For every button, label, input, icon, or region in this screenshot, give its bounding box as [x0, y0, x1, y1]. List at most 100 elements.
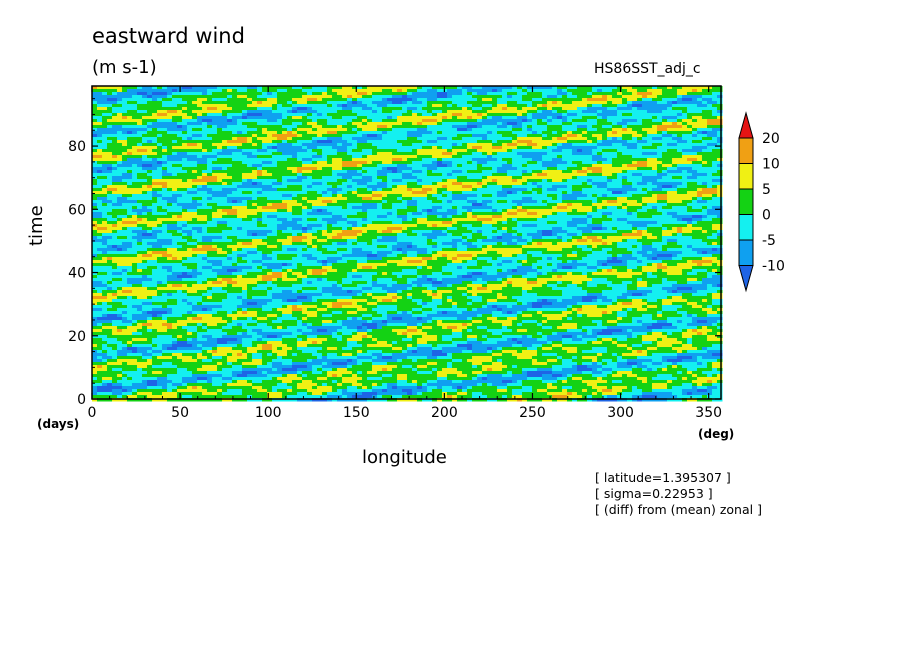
- heatmap-cell: [262, 176, 268, 180]
- heatmap-cell: [497, 182, 503, 186]
- heatmap-cell: [642, 95, 648, 99]
- heatmap-cell: [697, 107, 703, 111]
- heatmap-cell: [152, 152, 158, 156]
- heatmap-cell: [372, 101, 378, 105]
- heatmap-cell: [452, 119, 458, 123]
- heatmap-cell: [532, 155, 538, 159]
- heatmap-cell: [147, 116, 153, 120]
- heatmap-cell: [502, 119, 508, 123]
- heatmap-cell: [112, 152, 118, 156]
- heatmap-cell: [622, 95, 628, 99]
- heatmap-cell: [657, 107, 663, 111]
- heatmap-cell: [527, 158, 533, 162]
- heatmap-cell: [647, 149, 653, 153]
- heatmap-cell: [592, 128, 598, 132]
- heatmap-cell: [197, 152, 203, 156]
- heatmap-cell: [242, 143, 248, 147]
- heatmap-cell: [467, 86, 473, 90]
- heatmap-cell: [452, 140, 458, 144]
- heatmap-cell: [532, 98, 538, 102]
- heatmap-cell: [317, 104, 323, 108]
- heatmap-cell: [357, 170, 363, 174]
- heatmap-cell: [267, 158, 273, 162]
- heatmap-cell: [307, 152, 313, 156]
- heatmap-cell: [477, 125, 483, 129]
- heatmap-cell: [657, 134, 663, 138]
- heatmap-cell: [532, 92, 538, 96]
- heatmap-cell: [342, 185, 348, 189]
- heatmap-cell: [552, 143, 558, 147]
- heatmap-cell: [557, 146, 563, 150]
- heatmap-cell: [132, 137, 138, 141]
- heatmap-cell: [467, 128, 473, 132]
- heatmap-cell: [572, 110, 578, 114]
- heatmap-cell: [317, 197, 323, 201]
- heatmap-cell: [332, 140, 338, 144]
- heatmap-cell: [217, 185, 223, 189]
- heatmap-cell: [612, 92, 618, 96]
- heatmap-cell: [657, 125, 663, 129]
- heatmap-cell: [247, 122, 253, 126]
- heatmap-cell: [357, 197, 363, 201]
- heatmap-cell: [447, 110, 453, 114]
- heatmap-cell: [617, 137, 623, 141]
- heatmap-cell: [447, 149, 453, 153]
- heatmap-cell: [192, 134, 198, 138]
- heatmap-cell: [447, 194, 453, 198]
- heatmap-cell: [367, 107, 373, 111]
- heatmap-cell: [572, 149, 578, 153]
- heatmap-cell: [592, 179, 598, 183]
- heatmap-cell: [582, 140, 588, 144]
- heatmap-cell: [162, 113, 168, 117]
- heatmap-cell: [257, 164, 263, 168]
- heatmap-cell: [447, 104, 453, 108]
- heatmap-cell: [272, 203, 278, 207]
- heatmap-cell: [117, 185, 123, 189]
- heatmap-cell: [182, 164, 188, 168]
- heatmap-cell: [327, 119, 333, 123]
- heatmap-cell: [387, 200, 393, 204]
- heatmap-cell: [402, 143, 408, 147]
- heatmap-cell: [437, 107, 443, 111]
- heatmap-cell: [292, 197, 298, 201]
- heatmap-cell: [172, 158, 178, 162]
- heatmap-cell: [442, 167, 448, 171]
- heatmap-cell: [517, 134, 523, 138]
- heatmap-cell: [222, 104, 228, 108]
- heatmap-cell: [452, 101, 458, 105]
- heatmap-cell: [437, 137, 443, 141]
- heatmap-cell: [177, 128, 183, 132]
- heatmap-cell: [257, 179, 263, 183]
- heatmap-cell: [592, 194, 598, 198]
- heatmap-cell: [647, 161, 653, 165]
- heatmap-cell: [677, 131, 683, 135]
- heatmap-cell: [197, 98, 203, 102]
- heatmap-cell: [617, 200, 623, 204]
- heatmap-cell: [412, 167, 418, 171]
- heatmap-cell: [252, 188, 258, 192]
- chart-units: (m s-1): [92, 57, 157, 78]
- heatmap-cell: [652, 182, 658, 186]
- heatmap-cell: [367, 158, 373, 162]
- heatmap-cell: [332, 104, 338, 108]
- heatmap-cell: [287, 86, 293, 90]
- heatmap-cell: [192, 119, 198, 123]
- heatmap-cell: [112, 179, 118, 183]
- heatmap-cell: [297, 86, 303, 90]
- heatmap-cell: [572, 152, 578, 156]
- heatmap-cell: [632, 131, 638, 135]
- heatmap-cell: [337, 107, 343, 111]
- x-axis-label: longitude: [362, 447, 447, 468]
- heatmap-cell: [202, 101, 208, 105]
- heatmap-cell: [292, 161, 298, 165]
- heatmap-cell: [217, 125, 223, 129]
- heatmap-cell: [422, 149, 428, 153]
- heatmap-cell: [362, 155, 368, 159]
- heatmap-cell: [622, 191, 628, 195]
- heatmap-cell: [357, 116, 363, 120]
- heatmap-cell: [377, 86, 383, 90]
- heatmap-cell: [227, 191, 233, 195]
- heatmap-cell: [702, 137, 708, 141]
- heatmap-cell: [357, 98, 363, 102]
- heatmap-cell: [637, 140, 643, 144]
